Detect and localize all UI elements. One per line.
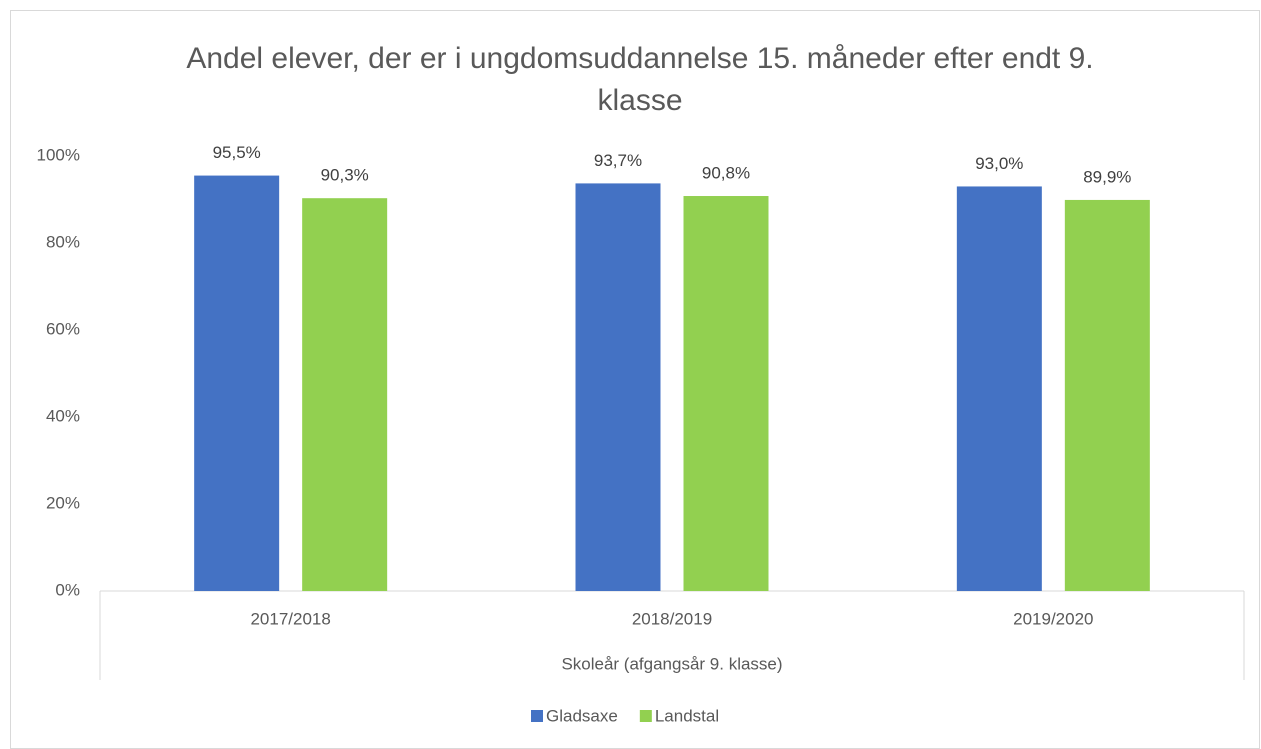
x-tick-label: 2018/2019 xyxy=(632,609,712,628)
y-tick-label: 0% xyxy=(55,580,80,599)
legend-swatch xyxy=(531,710,543,722)
bar xyxy=(1064,199,1150,591)
legend-label: Landstal xyxy=(655,706,719,725)
x-tick-label: 2017/2018 xyxy=(250,609,330,628)
data-label: 93,7% xyxy=(594,151,642,170)
y-tick-label: 60% xyxy=(46,319,80,338)
data-label: 90,8% xyxy=(702,164,750,183)
data-label: 90,3% xyxy=(321,166,369,185)
y-tick-label: 40% xyxy=(46,406,80,425)
legend-swatch xyxy=(639,710,652,722)
y-tick-label: 80% xyxy=(46,232,80,251)
bar xyxy=(956,186,1042,591)
chart-title: Andel elever, der er i ungdomsuddannelse… xyxy=(186,42,1094,117)
y-tick-label: 100% xyxy=(37,145,80,164)
data-label: 89,9% xyxy=(1083,167,1131,186)
bar xyxy=(302,198,388,591)
data-label: 95,5% xyxy=(213,143,261,162)
y-tick-label: 20% xyxy=(46,493,80,512)
x-tick-label: 2019/2020 xyxy=(1013,609,1093,628)
legend-label: Gladsaxe xyxy=(546,706,618,725)
x-axis-title: Skoleår (afgangsår 9. klasse) xyxy=(561,654,782,673)
bar xyxy=(575,183,661,591)
data-label: 93,0% xyxy=(975,154,1023,173)
bar xyxy=(194,175,280,591)
bar xyxy=(683,196,769,591)
